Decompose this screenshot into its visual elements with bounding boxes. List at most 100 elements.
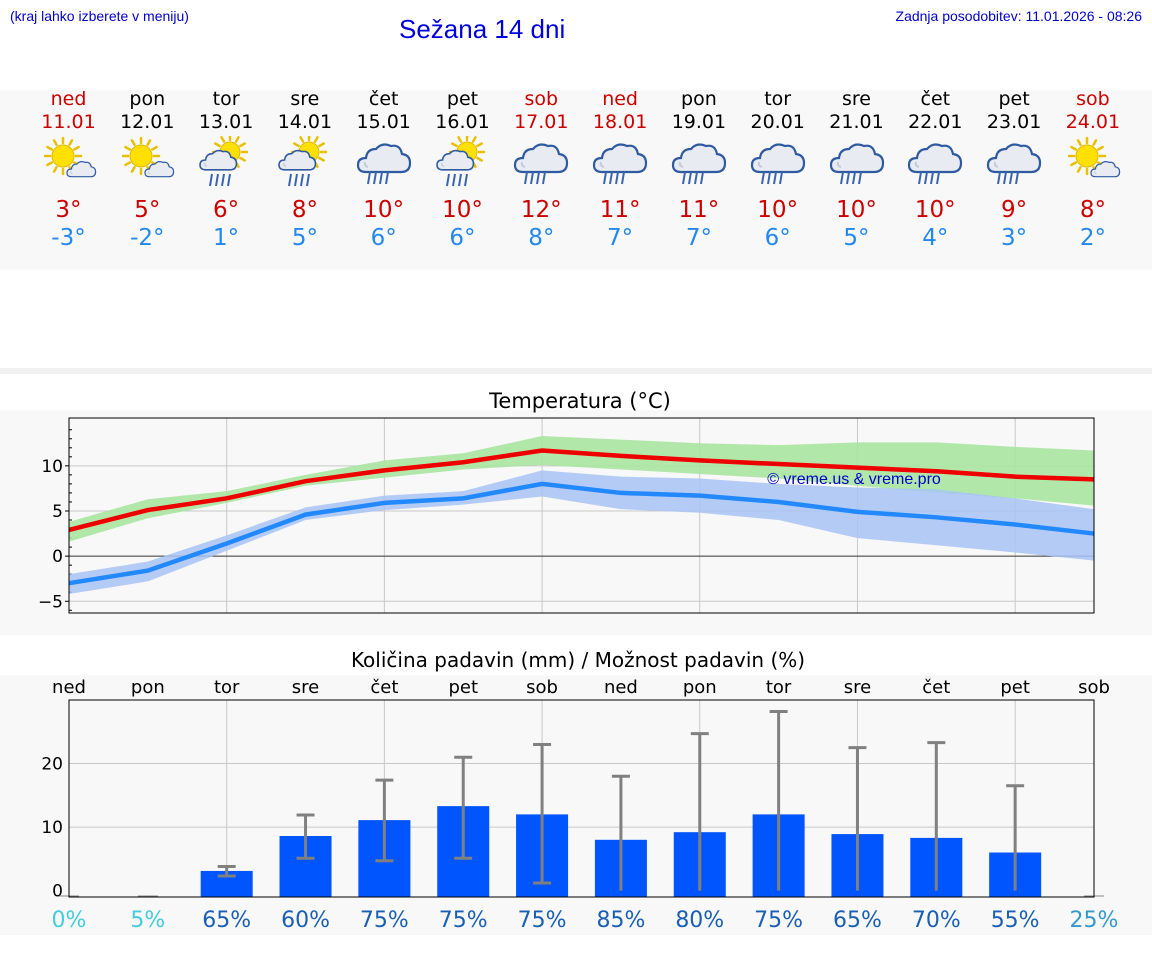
precip-category-label: tor — [766, 677, 792, 698]
temp-ytick-label: 5 — [52, 502, 63, 522]
temp-max-band — [69, 436, 1094, 542]
day-date: 23.01 — [986, 111, 1042, 133]
precip-probability-label: 65% — [202, 908, 251, 933]
temp-min-band — [69, 470, 1094, 595]
watermark: © vreme.us & vreme.pro — [767, 471, 941, 488]
precip-probability-label: 75% — [439, 908, 488, 933]
temp-max: 6° — [213, 197, 240, 223]
temp-chart-title: Temperatura (°C) — [488, 389, 671, 413]
temp-min: 6° — [764, 225, 791, 251]
precip-probability-label: 75% — [754, 908, 803, 933]
precip-probability-label: 75% — [518, 908, 567, 933]
precip-ytick-label: 0 — [52, 882, 63, 902]
precip-category-label: pet — [1000, 677, 1030, 698]
temp-min: 6° — [449, 225, 476, 251]
precip-probability-label: 85% — [596, 908, 645, 933]
cloud-rain-icon — [896, 136, 974, 192]
day-column: ned 18.01 11° 7° — [581, 88, 659, 252]
day-date: 15.01 — [356, 111, 411, 133]
precip-category-label: pet — [448, 677, 478, 698]
sun-cloud-rain-icon — [266, 136, 344, 192]
precip-ytick-label: 20 — [41, 755, 63, 775]
day-name: čet — [920, 88, 951, 110]
day-name: tor — [212, 88, 240, 110]
temp-max: 9° — [1001, 197, 1028, 223]
temp-min: 4° — [922, 225, 949, 251]
day-name: pon — [129, 88, 166, 110]
precip-chart-title: Količina padavin (mm) / Možnost padavin … — [351, 648, 805, 672]
temp-min: 1° — [213, 225, 240, 251]
cloud-rain-icon — [739, 136, 817, 192]
day-name: pet — [446, 88, 479, 110]
day-date: 22.01 — [908, 111, 963, 133]
temp-min: 5° — [843, 225, 870, 251]
day-column: tor 20.01 10° 6° — [739, 88, 817, 252]
temp-max: 10° — [442, 197, 483, 223]
day-name: sob — [524, 88, 559, 110]
sun-cloud-icon — [1054, 136, 1132, 192]
day-column: tor 13.01 6° 1° — [187, 88, 265, 252]
temp-min: 5° — [291, 225, 318, 251]
temp-ytick-label: 0 — [52, 547, 63, 567]
temp-max: 12° — [520, 197, 562, 223]
day-column: pet 16.01 10° 6° — [424, 88, 502, 252]
day-column: ned 11.01 3° -3° — [30, 88, 108, 252]
temp-max: 10° — [914, 197, 956, 223]
day-column: sre 21.01 10° 5° — [818, 88, 896, 252]
day-column: čet 22.01 10° 4° — [896, 88, 974, 252]
cloud-rain-icon — [581, 136, 659, 192]
sun-cloud-rain-icon — [424, 136, 502, 192]
last-updated: Zadnja posodobitev: 11.01.2026 - 08:26 — [895, 8, 1142, 24]
cloud-rain-icon — [345, 136, 423, 192]
temp-min: 7° — [685, 225, 712, 251]
cloud-rain-icon — [975, 136, 1053, 192]
temp-max: 11° — [599, 197, 641, 223]
location-hint[interactable]: (kraj lahko izberete v meniju) — [10, 8, 189, 24]
precip-ytick-label: 10 — [41, 818, 63, 838]
precip-probability-label: 60% — [281, 908, 330, 933]
day-name: sre — [842, 88, 871, 110]
temp-min: 3° — [1001, 225, 1028, 251]
day-name: pet — [998, 88, 1030, 110]
precip-probability-label: 5% — [130, 908, 165, 933]
precip-category-label: pon — [131, 677, 165, 698]
temp-min: 6° — [370, 225, 397, 251]
day-date: 13.01 — [198, 111, 254, 133]
precip-category-label: pon — [683, 677, 717, 698]
precip-category-label: ned — [52, 677, 86, 698]
day-name: tor — [764, 88, 792, 110]
temp-max: 10° — [363, 197, 405, 223]
sun-cloud-icon — [108, 136, 186, 192]
temp-frame — [68, 417, 1095, 614]
day-column: sre 14.01 8° 5° — [266, 88, 344, 252]
day-name: ned — [50, 88, 87, 110]
temp-min: -3° — [51, 225, 86, 251]
precip-probability-label: 80% — [675, 908, 724, 933]
day-date: 16.01 — [435, 111, 490, 133]
day-column: pon 12.01 5° -2° — [108, 88, 186, 252]
temp-max: 5° — [134, 197, 161, 223]
separator — [0, 368, 1152, 374]
forecast-band — [0, 90, 1152, 270]
precip-frame — [68, 699, 1095, 898]
day-date: 12.01 — [120, 111, 175, 133]
temp-min: 7° — [607, 225, 634, 251]
precip-probability-label: 25% — [1070, 908, 1119, 933]
day-column: pet 23.01 9° 3° — [975, 88, 1053, 252]
temp-max: 8° — [291, 197, 318, 223]
precip-category-label: tor — [214, 677, 240, 698]
temp-min-line — [68, 481, 1095, 586]
day-column: sob 24.01 8° 2° — [1054, 88, 1132, 252]
temp-max: 10° — [757, 197, 799, 223]
temp-ytick-label: −5 — [38, 592, 63, 612]
temp-max-line — [68, 448, 1095, 533]
precip-probability-label: 65% — [833, 908, 882, 933]
precip-category-label: čet — [922, 677, 950, 698]
temp-max: 11° — [678, 197, 720, 223]
day-date: 11.01 — [41, 111, 96, 133]
temp-min: 2° — [1079, 225, 1106, 251]
day-name: pon — [681, 88, 717, 110]
day-name: sre — [290, 88, 320, 110]
day-name: ned — [602, 88, 638, 110]
